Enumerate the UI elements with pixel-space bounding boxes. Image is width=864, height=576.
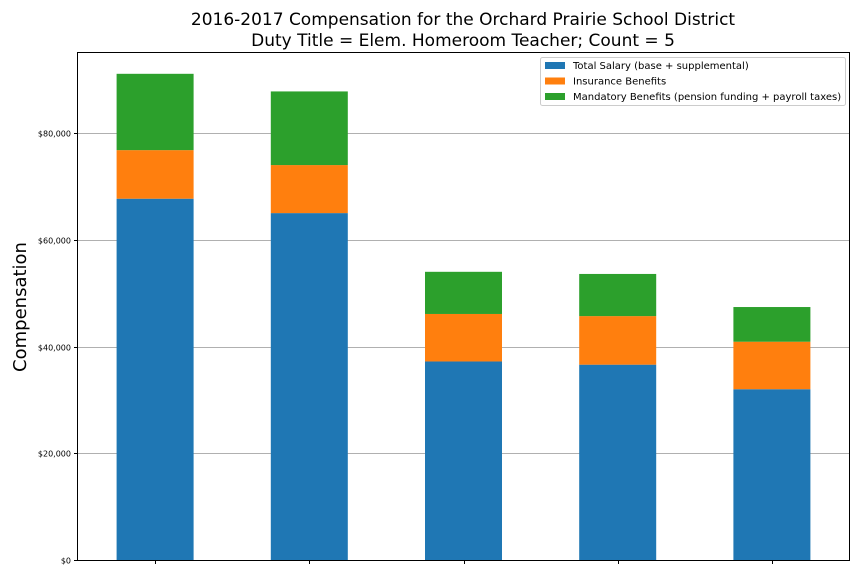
bar-segment-1 xyxy=(116,198,194,560)
bar-segment-3 xyxy=(733,307,811,342)
legend-swatch xyxy=(545,77,565,85)
y-tick-label: $20,000 xyxy=(38,450,71,459)
legend-label: Mandatory Benefits (pension funding + pa… xyxy=(573,92,841,103)
y-tick-label: $40,000 xyxy=(38,344,71,353)
legend-swatch xyxy=(545,62,565,69)
legend-label: Insurance Benefits xyxy=(573,77,666,88)
chart-title: 2016-2017 Compensation for the Orchard P… xyxy=(191,10,736,30)
bar-segment-2 xyxy=(579,316,657,365)
bar-segment-1 xyxy=(425,361,502,560)
bar-segment-1 xyxy=(733,389,811,560)
plot-frame xyxy=(77,52,850,561)
legend-box xyxy=(540,57,846,106)
y-tick-label: $80,000 xyxy=(38,130,71,139)
bar-segment-3 xyxy=(425,271,502,314)
bar-segment-3 xyxy=(579,273,657,317)
bar-segment-1 xyxy=(579,364,657,560)
bar-segment-3 xyxy=(116,73,194,151)
bar-segment-2 xyxy=(116,150,194,199)
axis-ticks: $0 $20,000 $40,000 $60,000 $80,000 xyxy=(38,130,773,566)
chart-subtitle: Duty Title = Elem. Homeroom Teacher; Cou… xyxy=(251,31,675,51)
legend-label: Total Salary (base + supplemental) xyxy=(572,61,749,72)
bars xyxy=(116,73,811,561)
bar-segment-2 xyxy=(270,165,348,214)
y-tick-label: $0 xyxy=(61,557,71,566)
y-axis-label: Compensation xyxy=(10,242,31,372)
bar-segment-2 xyxy=(425,313,502,362)
legend: Total Salary (base + supplemental) Insura… xyxy=(540,57,846,106)
legend-swatch xyxy=(545,93,565,100)
y-tick-label: $60,000 xyxy=(38,237,71,246)
bar-segment-1 xyxy=(270,213,348,561)
bar-segment-2 xyxy=(733,341,811,390)
bar-segment-3 xyxy=(270,91,348,166)
